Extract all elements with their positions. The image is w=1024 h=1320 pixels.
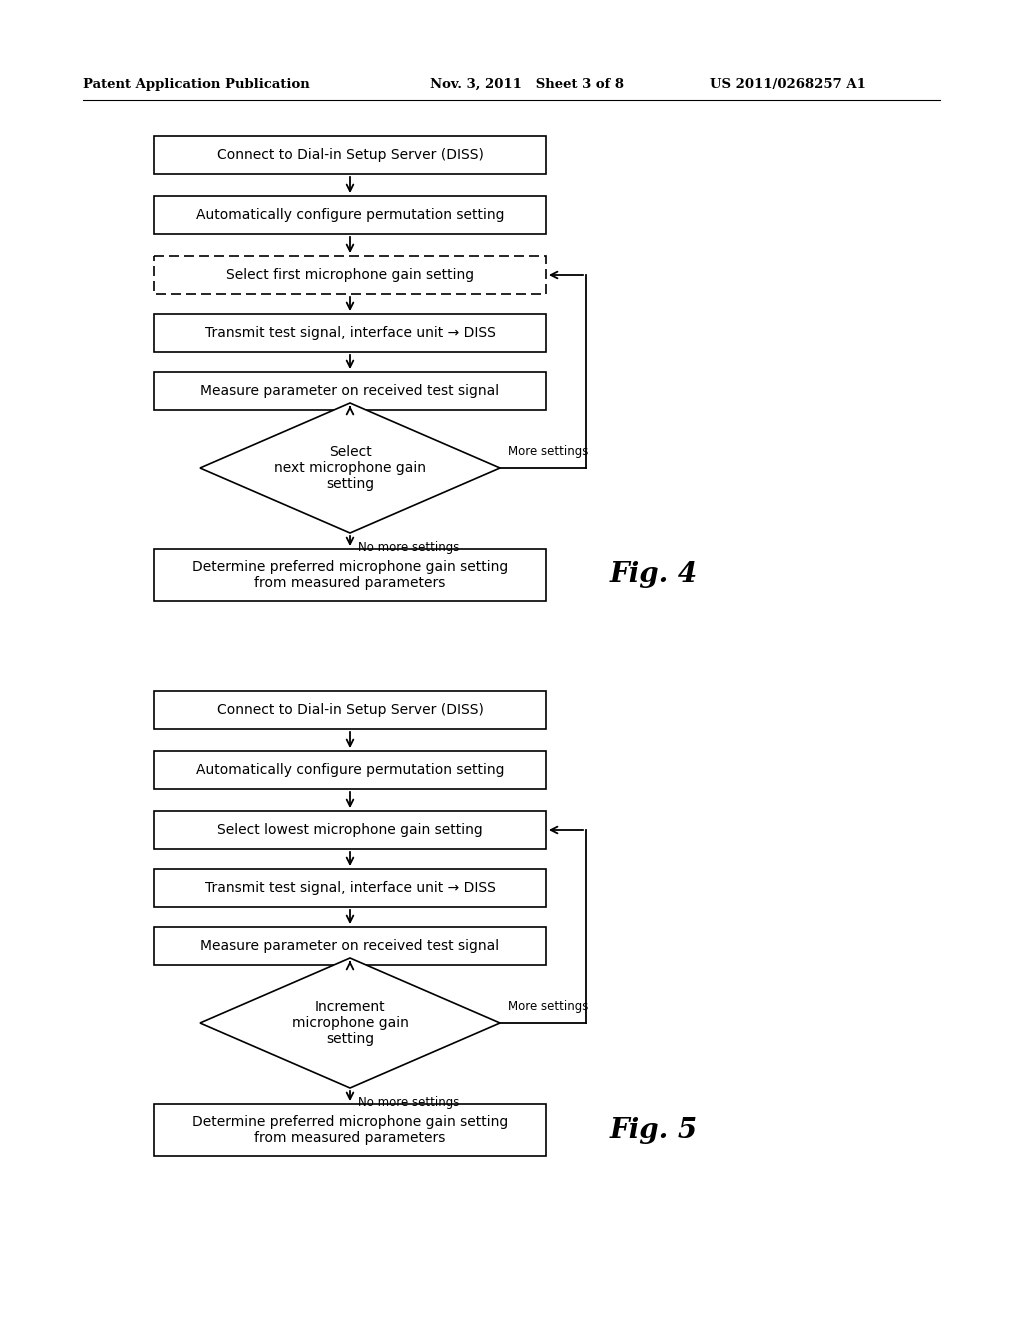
Text: Increment
microphone gain
setting: Increment microphone gain setting: [292, 999, 409, 1047]
Text: More settings: More settings: [508, 445, 589, 458]
Text: Measure parameter on received test signal: Measure parameter on received test signa…: [201, 384, 500, 399]
Text: Fig. 5: Fig. 5: [610, 1117, 698, 1143]
Text: Nov. 3, 2011   Sheet 3 of 8: Nov. 3, 2011 Sheet 3 of 8: [430, 78, 624, 91]
Text: More settings: More settings: [508, 1001, 589, 1012]
FancyBboxPatch shape: [154, 314, 546, 352]
FancyBboxPatch shape: [154, 136, 546, 174]
Polygon shape: [200, 958, 500, 1088]
Text: No more settings: No more settings: [358, 541, 460, 554]
Text: Patent Application Publication: Patent Application Publication: [83, 78, 309, 91]
Text: Connect to Dial-in Setup Server (DISS): Connect to Dial-in Setup Server (DISS): [216, 704, 483, 717]
FancyBboxPatch shape: [154, 1104, 546, 1156]
Text: Transmit test signal, interface unit → DISS: Transmit test signal, interface unit → D…: [205, 326, 496, 341]
Text: Select
next microphone gain
setting: Select next microphone gain setting: [274, 445, 426, 491]
Text: No more settings: No more settings: [358, 1096, 460, 1109]
Text: Determine preferred microphone gain setting
from measured parameters: Determine preferred microphone gain sett…: [191, 560, 508, 590]
FancyBboxPatch shape: [154, 810, 546, 849]
FancyBboxPatch shape: [154, 195, 546, 234]
Polygon shape: [200, 403, 500, 533]
FancyBboxPatch shape: [154, 869, 546, 907]
Text: Select lowest microphone gain setting: Select lowest microphone gain setting: [217, 822, 483, 837]
Text: Measure parameter on received test signal: Measure parameter on received test signa…: [201, 939, 500, 953]
FancyBboxPatch shape: [154, 751, 546, 789]
FancyBboxPatch shape: [154, 690, 546, 729]
Text: Automatically configure permutation setting: Automatically configure permutation sett…: [196, 209, 504, 222]
Text: Determine preferred microphone gain setting
from measured parameters: Determine preferred microphone gain sett…: [191, 1115, 508, 1144]
Text: US 2011/0268257 A1: US 2011/0268257 A1: [710, 78, 866, 91]
FancyBboxPatch shape: [154, 927, 546, 965]
Text: Fig. 4: Fig. 4: [610, 561, 698, 589]
FancyBboxPatch shape: [154, 256, 546, 294]
FancyBboxPatch shape: [154, 372, 546, 411]
Text: Select first microphone gain setting: Select first microphone gain setting: [226, 268, 474, 282]
Text: Automatically configure permutation setting: Automatically configure permutation sett…: [196, 763, 504, 777]
Text: Connect to Dial-in Setup Server (DISS): Connect to Dial-in Setup Server (DISS): [216, 148, 483, 162]
Text: Transmit test signal, interface unit → DISS: Transmit test signal, interface unit → D…: [205, 880, 496, 895]
FancyBboxPatch shape: [154, 549, 546, 601]
